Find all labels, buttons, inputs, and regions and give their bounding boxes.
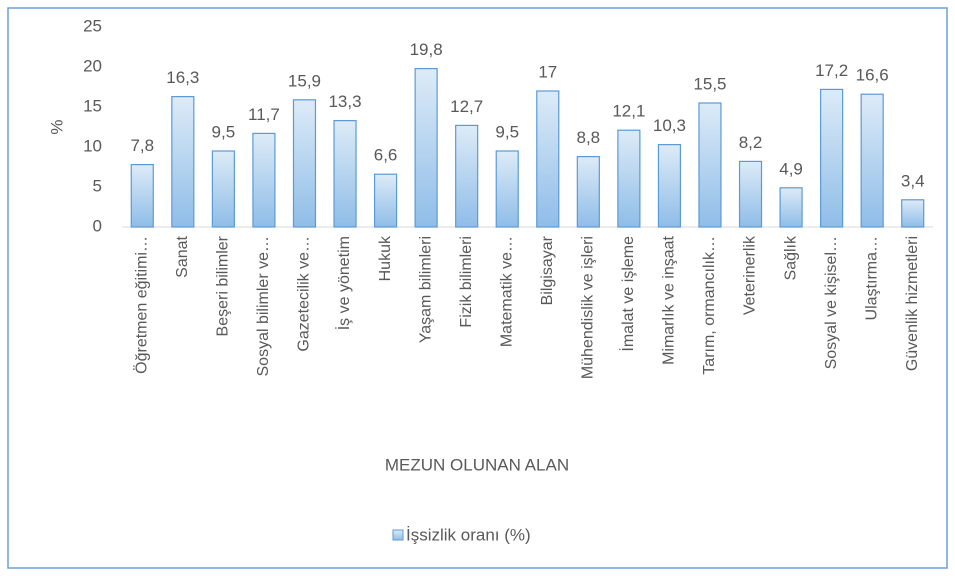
legend-label: İşsizlik oranı (%) [406,525,531,544]
value-label: 9,5 [212,122,236,141]
bar [171,95,195,228]
y-tick-label: 0 [93,216,102,235]
x-tick-label: Sağlık [782,235,799,280]
bar [617,129,641,228]
y-tick-label: 15 [83,96,102,115]
bar [455,124,479,228]
x-tick-label: Fizik bilimleri [458,236,475,328]
value-label: 12,1 [612,102,645,121]
value-label: 8,2 [739,133,763,152]
value-label: 8,8 [577,128,601,147]
x-tick-label: Veterinerlik [742,235,759,315]
value-label: 16,6 [856,66,889,85]
x-tick-label: Tarım, ormancılık… [701,236,718,375]
bar [657,144,682,228]
y-axis-title: % [47,119,66,134]
x-tick-label: Mimarlık ve inşaat [661,235,678,364]
bar [211,150,235,228]
bar [738,160,763,228]
value-label: 11,7 [248,105,280,124]
x-tick-label: Ulaştırma… [863,236,880,320]
x-tick-label: Hukuk [377,235,394,281]
value-label: 13,3 [328,92,361,111]
value-label: 15,9 [288,71,321,90]
y-tick-label: 5 [93,176,102,195]
bar [901,199,925,228]
x-tick-label: Gazetecilik ve… [296,236,313,352]
x-axis-title: MEZUN OLUNAN ALAN [385,455,569,474]
bar [373,173,398,228]
x-tick-label: Mühendislik ve işleri [580,236,597,379]
value-label: 9,5 [495,122,519,141]
bar [576,156,600,228]
bar [252,132,276,228]
value-label: 3,4 [901,171,925,190]
legend-swatch [392,529,404,541]
bar [820,88,844,228]
bar [333,119,357,228]
y-tick-label: 20 [83,56,102,75]
value-label: 17 [538,62,557,81]
x-tick-label: Matematik ve… [498,236,515,347]
bar [860,93,884,228]
x-tick-label: Sosyal ve kişisel… [823,236,840,369]
value-label: 12,7 [450,97,483,116]
value-label: 7,8 [130,136,154,155]
y-tick-label: 10 [83,136,102,155]
value-label: 10,3 [653,116,686,135]
value-label: 16,3 [166,68,199,87]
x-tick-label: Öğretmen eğitimi… [132,236,150,374]
x-tick-label: Beşeri bilimler [215,235,232,336]
x-tick-label: Sanat [174,235,191,277]
bar [414,67,438,228]
x-tick-label: Yaşam bilimleri [417,236,434,343]
value-label: 15,5 [693,74,726,93]
x-tick-label: İş ve yönetim [334,236,353,330]
bar [495,150,519,228]
chart-border [7,7,948,569]
bar [698,102,722,228]
x-tick-label: Sosyal bilimler ve… [255,236,272,376]
value-label: 17,2 [815,61,848,80]
value-label: 4,9 [779,159,803,178]
bar [130,164,154,228]
x-tick-label: İmalat ve işleme [618,236,637,352]
bar [536,90,560,228]
x-tick-label: Bilgisayar [539,235,556,305]
bar [779,187,803,228]
value-label: 19,8 [410,40,443,59]
y-tick-label: 25 [83,16,102,35]
value-label: 6,6 [374,146,398,165]
x-tick-label: Güvenlik hizmetleri [904,236,921,371]
bar [292,99,317,228]
